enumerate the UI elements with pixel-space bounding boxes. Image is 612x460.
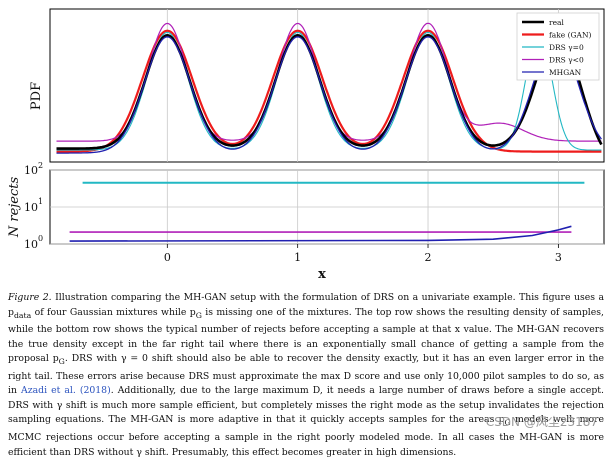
caption-citation[interactable]: Azadi et al. (2018) — [20, 385, 111, 397]
x-tick-label: 0 — [164, 251, 171, 264]
x-tick-label: 3 — [555, 251, 562, 264]
caption-sub-g1: G — [195, 310, 202, 320]
caption-text-2: of four Gaussian mixtures while p — [31, 306, 196, 318]
top-ylabel: PDF — [29, 82, 44, 110]
y-tick-label-100: 10 — [24, 238, 38, 251]
caption-text-4: . DRS with γ = 0 shift should also be ab… — [8, 353, 604, 397]
top-curves — [56, 22, 603, 154]
top-grid — [166, 9, 559, 162]
caption-label: Figure 2. — [8, 292, 52, 303]
x-tick-label: 1 — [294, 251, 301, 264]
top-axes-frame — [49, 8, 605, 163]
caption-sub-g3: G — [504, 418, 511, 428]
series-line-fake — [56, 29, 602, 153]
legend-label-drsneg: DRS γ<0 — [549, 55, 584, 64]
legend-items: real fake (GAN) DRS γ=0 DRS γ<0 MHGAN — [522, 18, 592, 77]
y-tick-label-101: 10 — [24, 201, 38, 214]
x-tick-label: 2 — [425, 251, 432, 264]
figure-caption: Figure 2. Illustration comparing the MH-… — [8, 291, 604, 460]
y-tick-label-102: 10 — [24, 164, 38, 177]
x-axis-label: x — [318, 267, 326, 282]
caption-text-3: is missing one of the mixtures. The top … — [8, 306, 604, 365]
y-tick-exp-102: 2 — [38, 161, 43, 170]
legend-label-real: real — [549, 18, 564, 27]
bottom-curves — [69, 181, 585, 242]
y-tick-exp-100: 0 — [38, 234, 43, 243]
figure: PDF real fake (GAN) DRS γ=0 DRS γ<0 MHGAN N … — [7, 8, 605, 282]
y-tick-exp-101: 1 — [38, 197, 43, 206]
y-tick-102: 10 2 — [24, 161, 43, 177]
legend: real fake (GAN) DRS γ=0 DRS γ<0 MHGAN — [516, 12, 600, 81]
top-panel: PDF real fake (GAN) DRS γ=0 DRS γ<0 MHGAN — [29, 8, 605, 163]
legend-label-drs0: DRS γ=0 — [549, 43, 584, 52]
caption-sub-data: data — [13, 310, 32, 320]
x-ticks: 0 1 2 3 — [164, 244, 562, 264]
caption-text-1: Illustration comparing the MH-GAN setup … — [8, 292, 604, 318]
legend-box — [516, 12, 600, 81]
caption-text-5: . Additionally, due to the large maximum… — [8, 385, 604, 426]
rejects-line-mhgan — [69, 225, 572, 242]
bottom-ylabel: N rejects — [7, 177, 22, 239]
legend-label-mhgan: MHGAN — [549, 68, 582, 77]
caption-sub-g2: G — [58, 357, 65, 367]
watermark: CSDN @风尘23187 — [485, 415, 598, 429]
series-line-mhgan — [56, 36, 602, 154]
y-tick-100: 10 0 — [24, 234, 43, 251]
legend-label-fake: fake (GAN) — [549, 30, 592, 39]
y-tick-101: 10 1 — [24, 197, 43, 214]
